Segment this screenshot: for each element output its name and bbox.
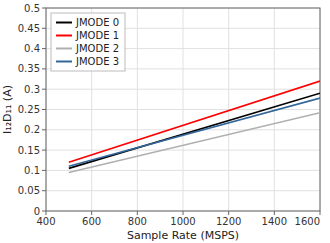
axis-label: Sample Rate (MSPS) — [127, 229, 239, 242]
grid-line — [183, 8, 184, 211]
tick-label: 0.4 — [24, 43, 40, 54]
tick-mark — [42, 150, 46, 151]
grid-line — [274, 8, 275, 211]
tick-mark — [42, 68, 46, 69]
tick-label: 0.15 — [18, 145, 40, 156]
tick-label: 0.05 — [18, 185, 40, 196]
tick-mark — [42, 170, 46, 171]
series-line — [69, 93, 320, 168]
tick-mark — [46, 211, 47, 215]
legend-label: JMODE 3 — [75, 56, 119, 67]
tick-label: 0.45 — [18, 23, 40, 34]
tick-label: 0.1 — [24, 165, 40, 176]
axes: 0 0.05 0.1 0.15 0.2 0.25 0.3 0.35 0.4 0.45 0.5 400 6… — [18, 3, 320, 228]
plot-frame — [46, 8, 320, 211]
legend-label: JMODE 0 — [75, 17, 119, 28]
tick-label: 0.3 — [24, 84, 40, 95]
tick-mark — [42, 89, 46, 90]
tick-mark — [42, 129, 46, 130]
grid-line — [228, 8, 229, 211]
tick-label: 0.25 — [18, 104, 40, 115]
tick-mark — [274, 211, 275, 215]
tick-label: 600 — [82, 216, 101, 227]
tick-label: 1600 — [295, 216, 320, 227]
tick-mark — [228, 211, 229, 215]
series-line — [69, 98, 320, 166]
grid-line — [137, 8, 138, 211]
legend-swatch — [56, 48, 72, 50]
legend-label: JMODE 2 — [75, 43, 119, 54]
plot-area — [46, 8, 320, 211]
legend: JMODE 0 JMODE 1 JMODE 2 JMODE 3 — [51, 13, 125, 71]
chart: 0 0.05 0.1 0.15 0.2 0.25 0.3 0.35 0.4 0.45 0.5 400 6… — [0, 0, 330, 243]
tick-label: 0.35 — [18, 63, 40, 74]
tick-label: 1400 — [262, 216, 287, 227]
legend-swatch — [56, 35, 72, 37]
tick-mark — [91, 211, 92, 215]
grid — [46, 8, 320, 211]
tick-label: 0.2 — [24, 124, 40, 135]
tick-mark — [42, 211, 46, 212]
legend-label: JMODE 1 — [75, 30, 119, 41]
series-line — [69, 113, 320, 173]
tick-mark — [42, 48, 46, 49]
tick-mark — [42, 109, 46, 110]
tick-label: 400 — [36, 216, 55, 227]
tick-mark — [183, 211, 184, 215]
tick-mark — [137, 211, 138, 215]
legend-swatch — [56, 61, 72, 63]
tick-mark — [42, 190, 46, 191]
axis-label: I₁₂D₁₁ (A) — [1, 85, 14, 134]
tick-mark — [320, 211, 321, 215]
tick-label: 0 — [34, 206, 40, 217]
tick-label: 1200 — [216, 216, 241, 227]
legend-swatch — [56, 22, 72, 24]
tick-mark — [42, 28, 46, 29]
tick-label: 800 — [128, 216, 147, 227]
tick-label: 1000 — [170, 216, 195, 227]
series-lines — [69, 81, 320, 172]
tick-mark — [42, 8, 46, 9]
tick-label: 0.5 — [24, 3, 40, 14]
legend-box — [51, 13, 125, 71]
